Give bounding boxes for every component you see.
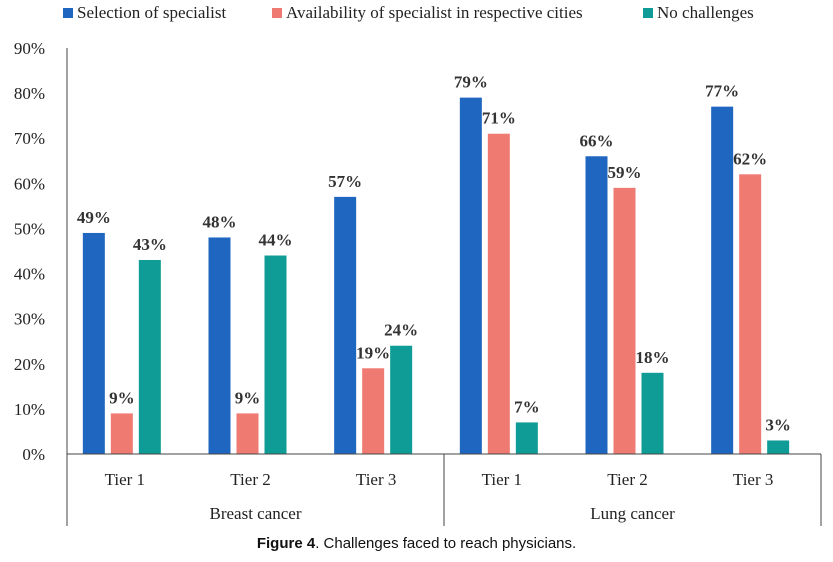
y-axis: 0% 10% 20% 30% 40% 50% 60% 70% 80% 90%	[14, 39, 68, 464]
bar	[585, 156, 608, 454]
x-tick-label: Tier 2	[230, 470, 270, 489]
bar	[334, 196, 357, 454]
data-label: 57%	[328, 172, 362, 191]
data-label: 43%	[133, 235, 167, 254]
bar	[82, 232, 105, 454]
y-tick-label: 30%	[14, 310, 45, 329]
legend-swatch	[643, 8, 653, 18]
bar	[711, 106, 734, 455]
legend-swatch	[272, 8, 282, 18]
bar	[739, 174, 762, 455]
bar	[515, 422, 538, 454]
legend-label: Selection of specialist	[77, 3, 226, 22]
bar	[110, 413, 133, 454]
legend-label: Availability of specialist in respective…	[286, 3, 583, 22]
data-label: 44%	[259, 231, 293, 250]
data-label: 49%	[77, 208, 111, 227]
bar	[138, 260, 161, 454]
bar	[613, 187, 636, 454]
y-tick-label: 40%	[14, 265, 45, 284]
data-label: 71%	[482, 109, 516, 128]
x-axis: Tier 1 Tier 2 Tier 3 Tier 1 Tier 2 Tier 3 Brea…	[66, 453, 822, 526]
bar	[236, 413, 259, 454]
group-label: Lung cancer	[590, 504, 675, 523]
legend-swatch	[63, 8, 73, 18]
group-label: Breast cancer	[209, 504, 301, 523]
bar	[362, 368, 385, 454]
y-tick-label: 20%	[14, 355, 45, 374]
data-label: 3%	[765, 415, 791, 434]
caption-figure-number: Figure 4	[256, 535, 316, 552]
bar	[767, 440, 790, 454]
caption-text: . Challenges faced to reach physicians.	[315, 535, 577, 552]
x-tick-label: Tier 2	[607, 470, 647, 489]
legend: Selection of specialist Availability of s…	[63, 3, 754, 22]
y-tick-label: 60%	[14, 174, 45, 193]
data-labels: 49% 9% 43% 48% 9% 44% 57% 19% 24% 79% 71% 7% 66% 59% 1…	[77, 73, 791, 435]
bar	[487, 133, 510, 454]
x-tick-label: Tier 1	[482, 470, 522, 489]
figure-caption: Figure 4. Challenges faced to reach phys…	[0, 535, 833, 552]
bar	[264, 255, 287, 454]
data-label: 19%	[356, 343, 390, 362]
data-label: 77%	[705, 82, 739, 101]
bar	[208, 237, 231, 454]
data-label: 24%	[384, 321, 418, 340]
data-label: 9%	[235, 388, 261, 407]
x-tick-label: Tier 1	[105, 470, 145, 489]
data-label: 7%	[514, 397, 540, 416]
y-tick-label: 50%	[14, 219, 45, 238]
data-label: 48%	[203, 212, 237, 231]
y-tick-label: 70%	[14, 129, 45, 148]
y-tick-label: 0%	[22, 445, 45, 464]
legend-label: No challenges	[657, 3, 754, 22]
bar	[641, 372, 664, 454]
x-tick-label: Tier 3	[356, 470, 396, 489]
data-label: 59%	[608, 163, 642, 182]
data-label: 62%	[733, 149, 767, 168]
data-label: 18%	[636, 348, 670, 367]
data-label: 9%	[109, 388, 135, 407]
x-tick-label: Tier 3	[733, 470, 773, 489]
data-label: 66%	[580, 131, 614, 150]
y-tick-label: 10%	[14, 400, 45, 419]
bars	[82, 97, 790, 455]
data-label: 79%	[454, 73, 488, 92]
bar	[459, 97, 482, 454]
y-tick-label: 80%	[14, 84, 45, 103]
y-tick-label: 90%	[14, 39, 45, 58]
bar	[390, 345, 413, 454]
bar-chart: Selection of specialist Availability of s…	[14, 3, 822, 526]
